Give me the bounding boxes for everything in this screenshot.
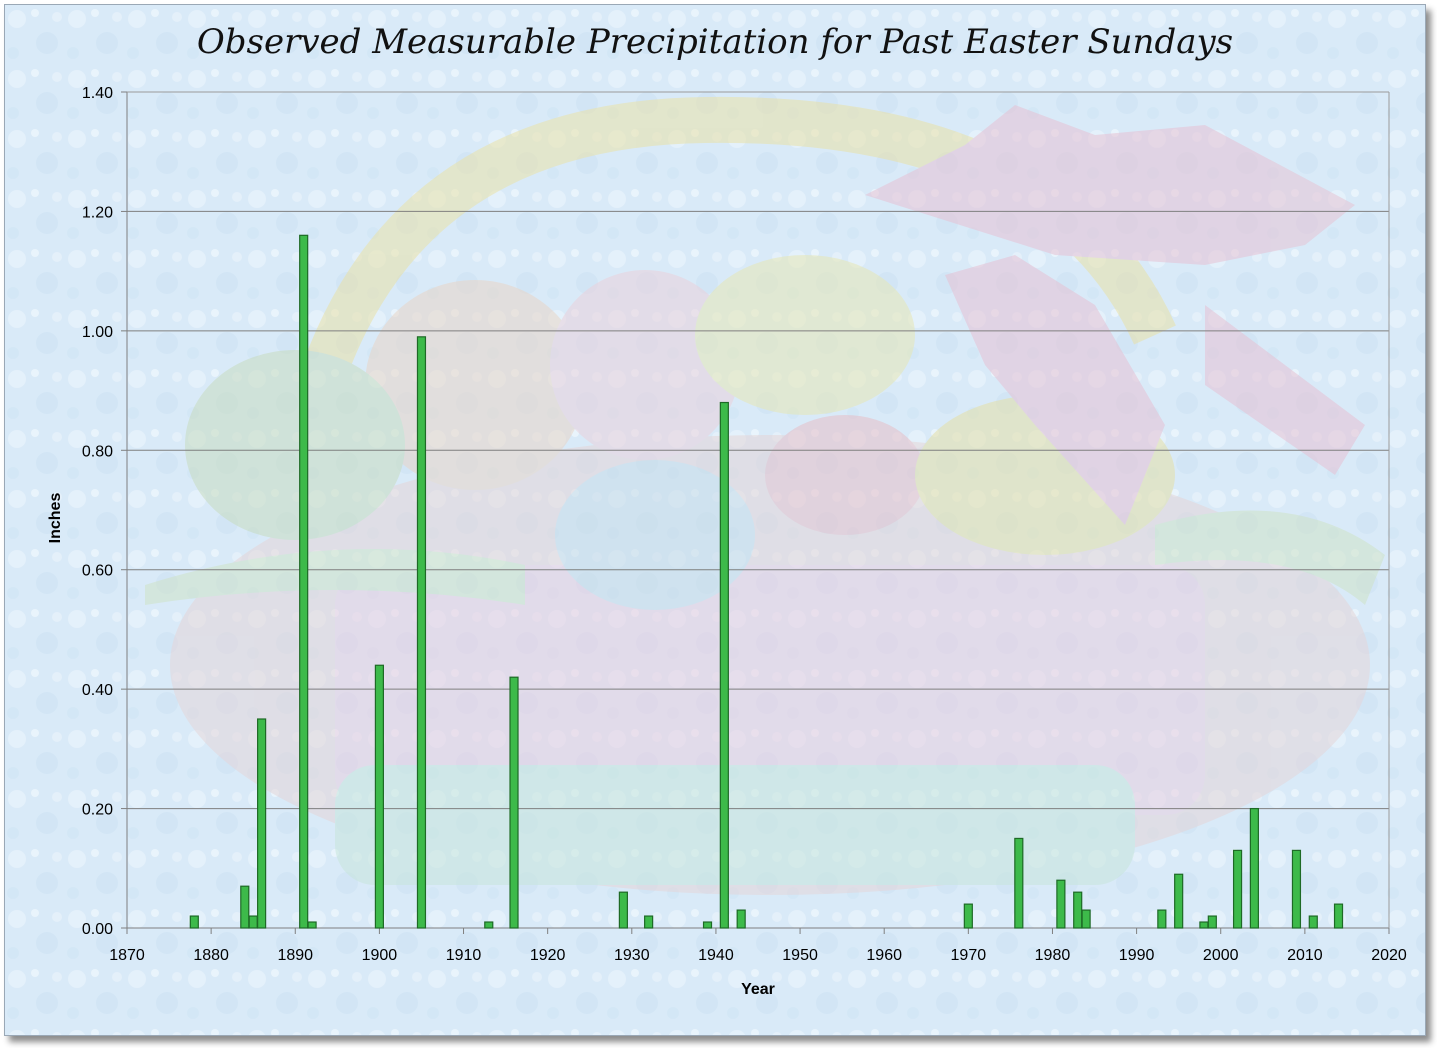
y-tick-label: 0.80 xyxy=(82,443,113,460)
bar-1993 xyxy=(1157,909,1167,929)
bar-1885 xyxy=(248,915,258,929)
x-tick-label: 1920 xyxy=(530,947,566,964)
bar-1916 xyxy=(509,676,519,929)
bar-1905 xyxy=(416,336,427,929)
plot-area: 0.00 0.20 0.40 0.60 0.80 1.00 1.20 1.40 1870 1880… xyxy=(82,85,1407,964)
y-tick-label: 0.40 xyxy=(82,682,113,699)
x-tick-label: 1890 xyxy=(277,947,313,964)
bar-2011 xyxy=(1308,915,1318,929)
bar-1941 xyxy=(719,401,729,929)
x-tick-label: 1940 xyxy=(698,947,734,964)
y-axis-label: Inches xyxy=(47,493,64,544)
x-tick-label: 1970 xyxy=(951,947,987,964)
x-tick-label: 2000 xyxy=(1203,947,1239,964)
chart-title: Observed Measurable Precipitation for Pa… xyxy=(197,22,1233,62)
bar-1970 xyxy=(963,903,973,929)
x-tick-label: 1880 xyxy=(193,947,229,964)
bar-2009 xyxy=(1291,849,1302,929)
bar-1891 xyxy=(299,234,309,929)
x-tick-label: 1950 xyxy=(782,947,818,964)
bar-1984 xyxy=(1081,909,1091,929)
bar-1999 xyxy=(1207,915,1217,929)
x-tick-label: 2010 xyxy=(1287,947,1323,964)
x-tick-label: 1930 xyxy=(614,947,650,964)
y-tick-label: 1.40 xyxy=(82,85,113,102)
x-tick-label: 1910 xyxy=(446,947,482,964)
bar-1932 xyxy=(644,915,654,929)
bar-1943 xyxy=(736,909,746,929)
x-tick-label: 1870 xyxy=(109,947,145,964)
bar-2002 xyxy=(1232,849,1243,929)
bar-1878 xyxy=(189,915,199,929)
bar-2014 xyxy=(1333,903,1344,929)
y-tick-label: 1.20 xyxy=(82,204,113,221)
y-tick-label: 0.20 xyxy=(82,802,113,819)
x-tick-label: 1990 xyxy=(1119,947,1155,964)
bar-1913 xyxy=(484,921,494,929)
y-tick-label: 0.60 xyxy=(82,563,113,580)
bar-1939 xyxy=(702,921,713,929)
bar-1995 xyxy=(1174,873,1184,929)
bar-1929 xyxy=(618,891,628,929)
precipitation-chart: 0.00 0.20 0.40 0.60 0.80 1.00 1.20 1.40 1870 1880… xyxy=(5,5,1425,1035)
y-tick-label: 0.00 xyxy=(82,921,113,938)
bar-1900 xyxy=(374,664,384,929)
x-tick-label: 1980 xyxy=(1035,947,1071,964)
chart-frame: 0.00 0.20 0.40 0.60 0.80 1.00 1.20 1.40 1870 1880… xyxy=(4,4,1426,1036)
easter-basket-background-image xyxy=(145,96,1385,895)
bar-1976 xyxy=(1014,837,1024,929)
bar-1886 xyxy=(257,718,267,929)
x-tick-label: 1900 xyxy=(362,947,398,964)
x-tick-label: 1960 xyxy=(866,947,902,964)
bar-1884 xyxy=(240,885,250,929)
x-axis-label: Year xyxy=(741,981,775,998)
y-tick-label: 1.00 xyxy=(82,324,113,341)
bar-1981 xyxy=(1056,879,1066,929)
bar-1892 xyxy=(307,921,317,929)
bar-1998 xyxy=(1199,921,1209,929)
bar-2004 xyxy=(1249,807,1259,929)
bar-1983 xyxy=(1073,891,1083,929)
x-tick-label: 2020 xyxy=(1371,947,1407,964)
